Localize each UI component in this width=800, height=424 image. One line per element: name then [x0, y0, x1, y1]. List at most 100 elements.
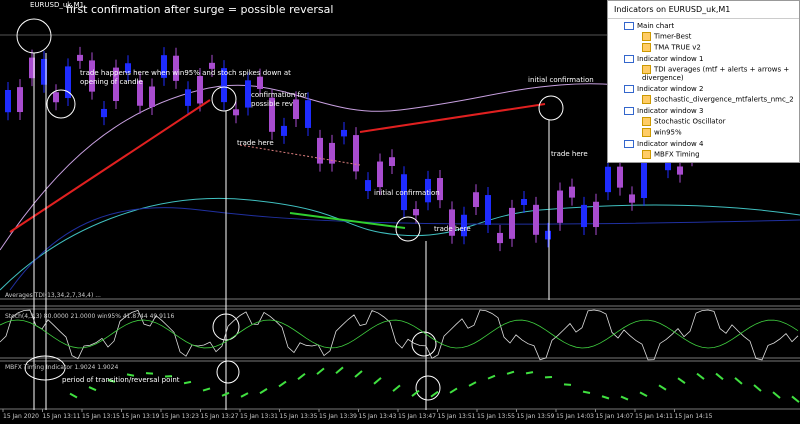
mbfx-bar	[240, 392, 249, 398]
candle	[605, 166, 611, 193]
icon	[642, 65, 651, 74]
panel-label: Stoch(4,3,3) 80.0000 21.0000 win95% 41.8…	[5, 313, 175, 320]
tree-group[interactable]: Indicator window 3	[624, 107, 799, 115]
mbfx-bar	[145, 372, 154, 375]
mbfx-bar	[430, 390, 439, 398]
candle	[77, 54, 83, 61]
time-axis: 15 Jan 2020 15 Jan 13:11 15 Jan 13:15 15 Ja…	[2, 409, 713, 420]
candle	[473, 192, 479, 208]
label: TDI averages (mtf + alerts + arrows + di…	[642, 65, 790, 83]
frames	[0, 34, 800, 410]
mbfx-bar	[563, 383, 572, 386]
tree-item[interactable]: TMA TRUE v2	[642, 43, 799, 52]
panel-label: Averages TDI(13,34,2,7,34,4) ...	[5, 292, 101, 299]
mbfx-bar	[335, 366, 344, 375]
candle	[329, 142, 335, 164]
dotted-line	[239, 144, 361, 166]
candle	[281, 125, 287, 136]
annotation: period of transition/reversal point	[62, 376, 180, 384]
label: TMA TRUE v2	[654, 43, 701, 52]
mbfx-bar	[259, 388, 268, 395]
candle	[53, 92, 59, 103]
candle	[353, 135, 359, 172]
mbfx-bar	[506, 370, 515, 375]
candle	[641, 162, 647, 199]
stoch-line	[0, 309, 799, 361]
tree-group[interactable]: Indicator window 4	[624, 140, 799, 148]
candle	[257, 76, 263, 89]
label: Indicator window 4	[637, 140, 704, 148]
mbfx-bar	[373, 377, 382, 385]
annotation: first confirmation after surge = possibl…	[66, 3, 333, 16]
mbfx-bar	[126, 373, 135, 377]
icon	[642, 95, 651, 104]
annotation: possible rev	[251, 100, 293, 108]
candle	[497, 232, 503, 244]
icon	[642, 43, 651, 52]
candle	[137, 80, 143, 106]
candle	[5, 90, 11, 113]
candle	[341, 129, 347, 137]
candle	[305, 100, 311, 128]
time-label: 15 Jan 13:39	[319, 413, 357, 420]
tree-item[interactable]: stochastic_divergence_mtfalerts_nmc_2	[642, 95, 799, 104]
tree-item[interactable]: Stochastic Oscillator	[642, 117, 799, 126]
mbfx-bar	[753, 384, 762, 392]
candle	[617, 166, 623, 188]
candle	[521, 199, 527, 206]
icon	[624, 140, 634, 148]
candle	[269, 97, 275, 132]
time-label: 15 Jan 13:35	[280, 413, 318, 420]
tree-item[interactable]: Timer-Best	[642, 32, 799, 41]
annotation: trade happens here when win95% and stoch…	[80, 69, 291, 77]
trend-line	[359, 103, 546, 133]
mbfx-bar	[297, 372, 306, 380]
time-label: 15 Jan 13:51	[438, 413, 476, 420]
tree-group[interactable]: Indicator window 1	[624, 55, 799, 63]
annotation: trade here	[551, 150, 588, 158]
mbfx-bar	[677, 377, 686, 384]
tree-item[interactable]: win95%	[642, 128, 799, 137]
time-label: 15 Jan 13:15	[82, 413, 120, 420]
label: MBFX Timing	[654, 150, 700, 159]
time-label: 15 Jan 13:19	[122, 413, 160, 420]
mbfx-bar	[582, 390, 591, 394]
time-label: 15 Jan 13:31	[240, 413, 278, 420]
icon	[642, 150, 651, 159]
mbfx-bar	[107, 378, 116, 383]
label: Indicator window 1	[637, 55, 704, 63]
tree-item[interactable]: MBFX Timing	[642, 150, 799, 159]
mbfx-bar	[278, 380, 287, 388]
annotation: initial confirmation	[528, 76, 594, 84]
candle	[89, 60, 95, 92]
icon	[624, 107, 634, 115]
candle	[29, 57, 35, 79]
candle	[545, 230, 551, 240]
label: stochastic_divergence_mtfalerts_nmc_2	[654, 95, 794, 104]
candle	[101, 108, 107, 118]
candle	[233, 109, 239, 116]
candle	[377, 161, 383, 188]
tree-item[interactable]: TDI averages (mtf + alerts + arrows + di…	[642, 65, 799, 82]
label: Indicator window 2	[637, 85, 704, 93]
candle	[593, 201, 599, 228]
tree-group[interactable]: Main chart	[624, 22, 799, 30]
mbfx-bar	[791, 395, 800, 403]
signal-line	[0, 319, 799, 349]
icon	[642, 32, 651, 41]
mbfx-bar	[696, 372, 705, 380]
candle	[401, 174, 407, 211]
mbfx-bar	[772, 391, 781, 399]
mbfx-bar	[734, 377, 743, 385]
candle	[509, 207, 515, 239]
candles	[5, 46, 791, 252]
label: Indicators on EURUSD_uk,M1	[614, 5, 731, 14]
trend-line	[9, 99, 211, 233]
annotation: trade here	[434, 225, 471, 233]
window-title: Indicators on EURUSD_uk,M1	[608, 1, 799, 19]
time-label: 15 Jan 13:11	[43, 413, 81, 420]
tree-group[interactable]: Indicator window 2	[624, 85, 799, 93]
time-label: 15 Jan 13:59	[517, 413, 555, 420]
